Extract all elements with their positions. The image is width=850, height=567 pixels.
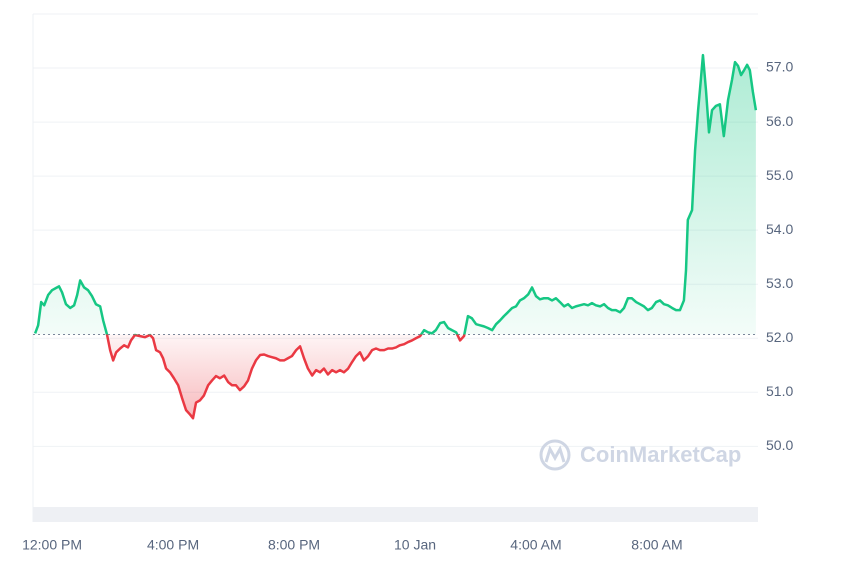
y-tick-label: 51.0 — [766, 383, 793, 399]
y-tick-label: 55.0 — [766, 167, 793, 183]
y-tick-label: 56.0 — [766, 113, 793, 129]
volume-band — [33, 507, 758, 522]
watermark-logo — [539, 439, 571, 471]
x-tick-label: 10 Jan — [394, 537, 436, 553]
price-area — [35, 55, 756, 419]
x-tick-label: 4:00 PM — [147, 537, 199, 553]
y-tick-label: 53.0 — [766, 275, 793, 291]
price-line — [33, 53, 758, 420]
y-tick-label: 52.0 — [766, 329, 793, 345]
watermark-logo-mark — [544, 445, 566, 463]
x-tick-label: 8:00 PM — [268, 537, 320, 553]
x-tick-label: 12:00 PM — [22, 537, 82, 553]
y-tick-label: 54.0 — [766, 221, 793, 237]
x-tick-label: 4:00 AM — [510, 537, 561, 553]
x-tick-label: 8:00 AM — [631, 537, 682, 553]
y-tick-label: 57.0 — [766, 59, 793, 75]
watermark: CoinMarketCap — [539, 439, 741, 471]
watermark-text: CoinMarketCap — [580, 442, 741, 467]
y-tick-label: 50.0 — [766, 437, 793, 453]
